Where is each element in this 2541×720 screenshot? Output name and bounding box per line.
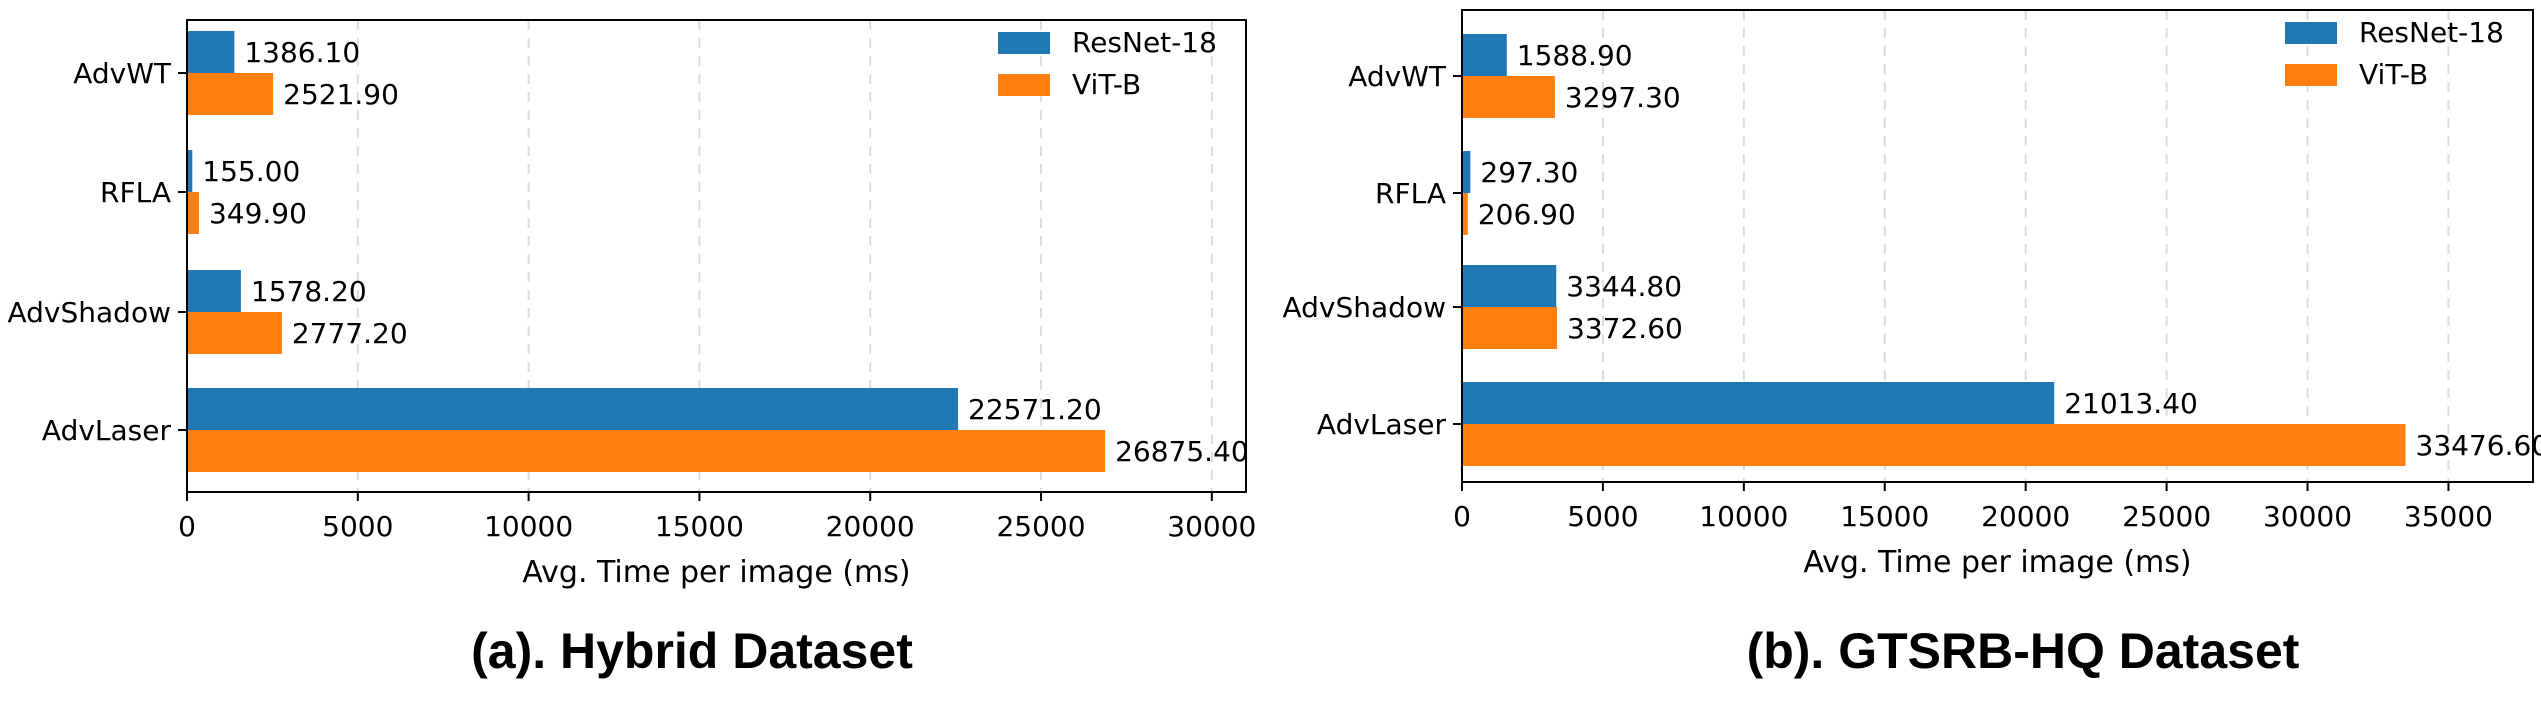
- chart-caption: (a). Hybrid Dataset: [471, 623, 913, 679]
- bar-value-label: 21013.40: [2064, 387, 2198, 420]
- bar-resnet-18-advshadow: [187, 270, 241, 312]
- bar-vit-b-advwt: [187, 73, 274, 115]
- x-tick-label: 15000: [1840, 500, 1929, 533]
- legend-label: ViT-B: [1072, 68, 1141, 101]
- bar-value-label: 3372.60: [1567, 312, 1683, 345]
- x-tick-label: 15000: [655, 510, 744, 543]
- bar-value-label: 2521.90: [283, 78, 399, 111]
- bar-value-label: 3297.30: [1565, 81, 1681, 114]
- legend-swatch: [2285, 64, 2337, 86]
- axes-frame: [1461, 9, 2534, 483]
- bar-resnet-18-rfla: [187, 150, 193, 192]
- bar-vit-b-advlaser: [187, 430, 1106, 472]
- y-tick-label: AdvWT: [1348, 60, 1447, 93]
- x-tick-label: 20000: [826, 510, 915, 543]
- y-tick-label: AdvWT: [73, 57, 172, 90]
- y-tick-label: AdvShadow: [8, 296, 172, 329]
- chart-caption: (b). GTSRB-HQ Dataset: [1747, 623, 2300, 679]
- legend-swatch: [2285, 22, 2337, 44]
- legend-swatch: [998, 32, 1050, 54]
- bar-vit-b-advshadow: [187, 312, 282, 354]
- bar-value-label: 3344.80: [1566, 270, 1682, 303]
- x-tick-label: 30000: [2263, 500, 2352, 533]
- bar-value-label: 1588.90: [1517, 39, 1633, 72]
- bar-resnet-18-advshadow: [1462, 265, 1557, 307]
- bar-value-label: 297.30: [1480, 156, 1578, 189]
- bar-value-label: 22571.20: [968, 393, 1102, 426]
- bar-vit-b-rfla: [187, 192, 199, 234]
- chart-panel-b: 1588.90 3297.30 AdvWT 297.30 206.90 RFLA 3344.…: [1283, 9, 2541, 679]
- x-tick-label: 0: [1453, 500, 1471, 533]
- bar-vit-b-advwt: [1462, 76, 1555, 118]
- x-tick-label: 0: [178, 510, 196, 543]
- x-tick-label: 20000: [1981, 500, 2070, 533]
- x-axis-label: Avg. Time per image (ms): [522, 555, 910, 590]
- x-tick-label: 5000: [322, 510, 393, 543]
- x-tick-label: 25000: [2122, 500, 2211, 533]
- bar-resnet-18-advlaser: [187, 388, 959, 430]
- legend-label: ResNet-18: [2359, 16, 2504, 49]
- chart-panel-a: 1386.10 2521.90 AdvWT 155.00 349.90 RFLA 1578.…: [8, 19, 1256, 679]
- bar-vit-b-advlaser: [1462, 424, 2406, 466]
- bar-value-label: 206.90: [1478, 198, 1576, 231]
- bar-value-label: 1578.20: [251, 275, 367, 308]
- x-tick-label: 25000: [996, 510, 1085, 543]
- x-tick-label: 30000: [1167, 510, 1256, 543]
- bar-value-label: 349.90: [209, 197, 307, 230]
- axes-frame: [186, 19, 1247, 493]
- y-tick-label: RFLA: [1375, 177, 1446, 210]
- bar-value-label: 33476.60: [2416, 429, 2541, 462]
- bar-value-label: 155.00: [202, 155, 300, 188]
- x-axis-label: Avg. Time per image (ms): [1803, 545, 2191, 580]
- y-tick-label: AdvLaser: [1317, 408, 1447, 441]
- x-tick-label: 10000: [1699, 500, 1788, 533]
- bar-value-label: 1386.10: [244, 36, 360, 69]
- x-tick-label: 35000: [2404, 500, 2493, 533]
- bar-vit-b-advshadow: [1462, 307, 1558, 349]
- y-tick-label: RFLA: [100, 176, 171, 209]
- y-tick-label: AdvShadow: [1283, 291, 1447, 324]
- bar-resnet-18-advlaser: [1462, 382, 2055, 424]
- bar-value-label: 26875.40: [1115, 435, 1249, 468]
- bar-vit-b-rfla: [1462, 193, 1468, 235]
- y-tick-label: AdvLaser: [42, 414, 172, 447]
- bar-resnet-18-advwt: [187, 31, 235, 73]
- legend-label: ViT-B: [2359, 58, 2428, 91]
- bar-resnet-18-rfla: [1462, 151, 1471, 193]
- x-tick-label: 10000: [484, 510, 573, 543]
- bar-resnet-18-advwt: [1462, 34, 1507, 76]
- legend-swatch: [998, 74, 1050, 96]
- x-tick-label: 5000: [1567, 500, 1638, 533]
- bar-value-label: 2777.20: [292, 317, 408, 350]
- legend-label: ResNet-18: [1072, 26, 1217, 59]
